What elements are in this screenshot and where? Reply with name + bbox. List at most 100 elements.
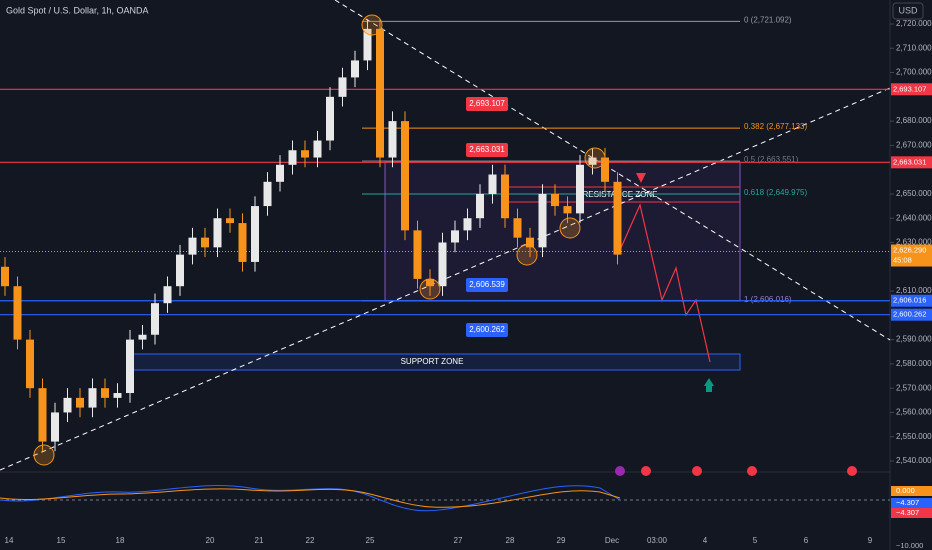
up-arrow: [704, 378, 714, 386]
candle-body: [501, 174, 509, 219]
fib-label: 0 (2,721.092): [744, 15, 792, 24]
x-tick-label: 22: [306, 536, 315, 545]
support-label: SUPPORT ZONE: [401, 357, 464, 366]
y-tick-label: 2,680.000: [896, 116, 932, 125]
x-tick-label: 6: [804, 536, 809, 545]
y-tick-label: 2,540.000: [896, 456, 932, 465]
candle-body: [526, 237, 534, 248]
x-tick-label: 28: [506, 536, 515, 545]
current-price-tag: [891, 244, 932, 267]
x-tick-label: 15: [57, 536, 66, 545]
candle-body: [388, 121, 397, 158]
event-icon[interactable]: [747, 466, 757, 476]
event-icon[interactable]: [692, 466, 702, 476]
highlight: [361, 14, 383, 36]
candle-body: [126, 339, 134, 394]
y-tick-label: 2,550.000: [896, 432, 932, 441]
candle-body: [513, 218, 522, 238]
fib-label: 0.618 (2,649.975): [744, 188, 807, 197]
candle-body: [201, 237, 209, 248]
candle-body: [351, 60, 359, 78]
candle-body: [613, 181, 622, 255]
candle-body: [13, 286, 22, 340]
candle-body: [376, 28, 384, 158]
candle-body: [451, 230, 459, 243]
y-tick-label: 2,570.000: [896, 383, 932, 392]
candle-body: [551, 193, 559, 207]
indicator-label: −10.000: [896, 541, 923, 550]
y-tick-label: 2,700.000: [896, 68, 932, 77]
candle-body: [413, 230, 422, 279]
currency-box[interactable]: [892, 2, 924, 20]
level-axis-tag: [891, 308, 932, 321]
candle-body: [263, 181, 272, 207]
x-tick-label: Dec: [605, 536, 619, 545]
level-axis-label: 2,693.107: [893, 84, 926, 93]
level-axis-label: 2,600.262: [893, 310, 926, 319]
highlight: [33, 444, 55, 466]
candle-body: [313, 140, 322, 158]
fib-label: 0.382 (2,677.133): [744, 122, 807, 131]
indicator-label: −4.307: [896, 508, 919, 517]
candle-body: [476, 193, 484, 219]
candle-body: [38, 388, 47, 442]
candle-body: [563, 206, 572, 214]
candle-body: [538, 193, 547, 248]
indicator-tag: [891, 498, 932, 508]
candle-body: [463, 218, 472, 231]
candle-body: [113, 393, 122, 398]
candle-body: [576, 164, 584, 214]
candle-body: [63, 397, 72, 413]
candle-body: [138, 334, 147, 340]
x-tick-label: 03:00: [647, 536, 668, 545]
level-tag-box: [466, 97, 508, 111]
y-tick-label: 2,670.000: [896, 140, 932, 149]
candle-body: [163, 286, 172, 304]
signal-line: [0, 488, 621, 508]
candle-body: [251, 206, 259, 262]
fib-label: 0.5 (2,663.551): [744, 155, 799, 164]
candle-body: [401, 121, 409, 231]
y-tick-label: 2,710.000: [896, 43, 932, 52]
candle-body: [88, 388, 97, 408]
y-tick-label: 2,640.000: [896, 213, 932, 222]
chart-title: Gold Spot / U.S. Dollar, 1h, OANDA: [6, 5, 149, 15]
level-tag: 2,606.539: [469, 280, 505, 289]
level-axis-label: 2,663.031: [893, 157, 926, 166]
level-tag-box: [466, 143, 508, 157]
candle-body: [226, 218, 234, 224]
candle-body: [363, 28, 372, 61]
level-axis-tag: [891, 83, 932, 96]
level-axis-tag: [891, 156, 932, 169]
level-tag-box: [466, 278, 508, 292]
level-axis-tag: [891, 294, 932, 307]
up-arrow-stem: [706, 386, 712, 392]
y-tick-label: 2,630.000: [896, 238, 932, 247]
candle-body: [276, 164, 284, 182]
candle-body: [188, 237, 197, 255]
event-icon[interactable]: [641, 466, 651, 476]
candle-body: [588, 157, 597, 165]
candle-body: [213, 218, 222, 248]
candle-body: [601, 157, 609, 182]
y-tick-label: 2,610.000: [896, 286, 932, 295]
level-tag: 2,600.262: [469, 325, 505, 334]
highlight: [584, 147, 606, 169]
trendline: [334, 0, 891, 341]
level-tag-box: [466, 323, 508, 337]
candle-body: [151, 303, 159, 335]
candle-body: [301, 150, 309, 158]
projection: [619, 203, 711, 363]
currency[interactable]: USD: [898, 5, 918, 15]
level-tag: 2,663.031: [469, 145, 505, 154]
candle-body: [51, 412, 59, 442]
y-tick-label: 2,580.000: [896, 359, 932, 368]
level-tag: 2,693.107: [469, 99, 505, 108]
price-axis-bg: [890, 0, 932, 550]
candle-body: [176, 254, 184, 287]
event-icon[interactable]: [847, 466, 857, 476]
highlight: [559, 217, 581, 239]
event-icon[interactable]: [615, 466, 625, 476]
y-tick-label: 2,590.000: [896, 335, 932, 344]
